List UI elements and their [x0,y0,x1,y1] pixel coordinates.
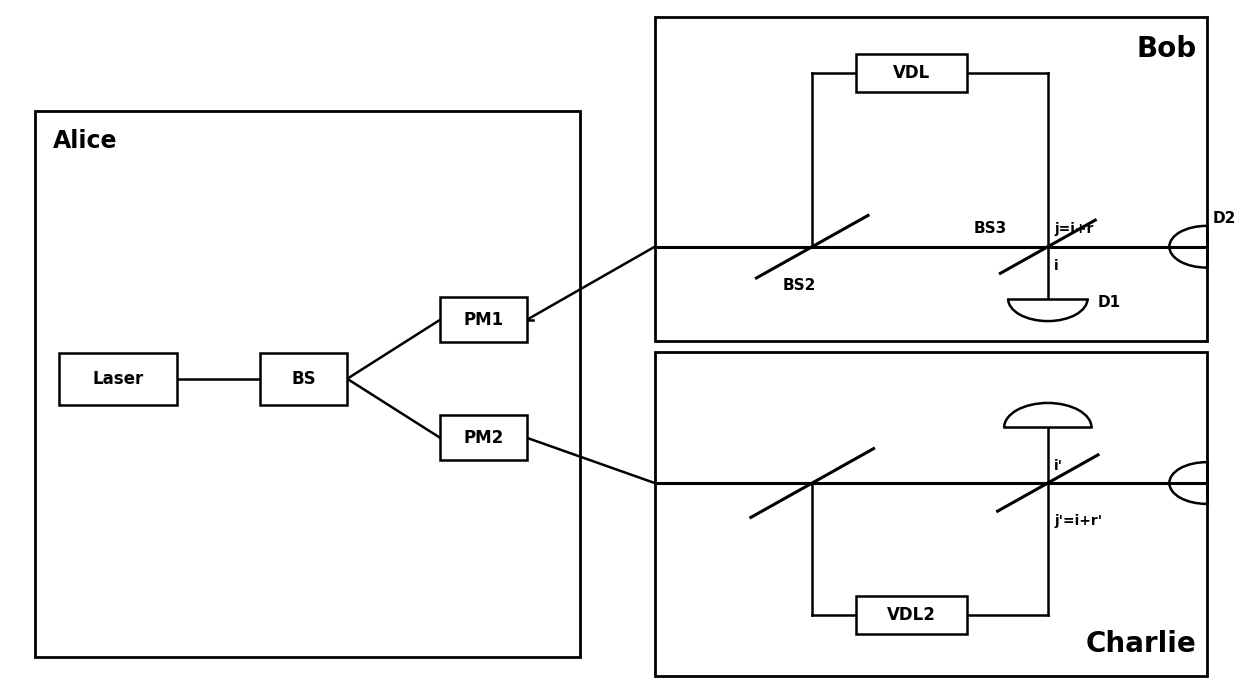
Bar [440,415,527,460]
Text: BS2: BS2 [784,278,816,293]
Text: D2: D2 [1213,211,1236,227]
Bar [655,352,1207,676]
Text: BS: BS [291,370,316,388]
Bar [440,297,527,342]
Bar [60,352,177,404]
Bar [655,17,1207,341]
Text: j'=i+r': j'=i+r' [1054,514,1102,528]
Bar [260,352,347,404]
Text: PM1: PM1 [464,311,503,329]
Text: BS3: BS3 [973,221,1007,236]
Text: Bob: Bob [1137,35,1197,63]
Text: Alice: Alice [53,129,118,153]
Bar [35,111,580,657]
Text: VDL: VDL [893,64,930,82]
Text: D1: D1 [1097,295,1121,310]
Text: i: i [1054,259,1059,273]
Text: i': i' [1054,459,1063,473]
Text: PM2: PM2 [464,429,503,447]
Text: j=i+r: j=i+r [1054,222,1094,236]
Text: Charlie: Charlie [1086,630,1197,658]
Bar [856,596,967,634]
Bar [856,54,967,92]
Text: VDL2: VDL2 [887,606,936,624]
Text: Laser: Laser [92,370,144,388]
